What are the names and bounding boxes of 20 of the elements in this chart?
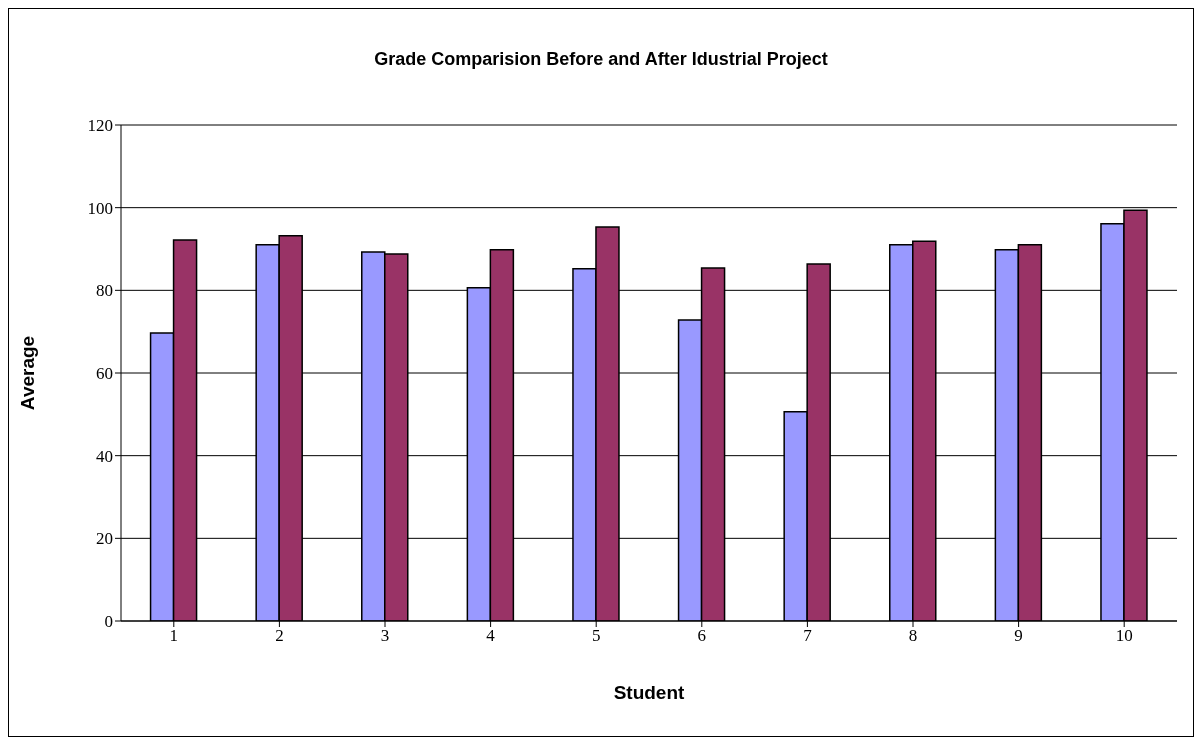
x-tick-label: 6 <box>697 626 707 646</box>
y-tick-label: 100 <box>87 198 113 218</box>
x-tick-label: 3 <box>380 626 390 646</box>
x-tick-label: 4 <box>486 626 496 646</box>
y-tick-label: 40 <box>96 446 113 466</box>
chart-title: Grade Comparision Before and After Idustrial Project <box>373 49 829 70</box>
x-tick-label: 1 <box>169 626 179 646</box>
x-tick-label: 10 <box>1115 626 1133 646</box>
y-tick-label: 120 <box>87 116 113 136</box>
y-tick-label: 60 <box>96 364 113 384</box>
x-axis-title: Student <box>613 682 686 703</box>
x-tick-label: 9 <box>1014 626 1023 646</box>
x-tick-label: 7 <box>803 626 813 646</box>
y-axis-title: Average <box>16 335 38 411</box>
y-tick-label: 20 <box>96 529 113 549</box>
x-tick-label: 5 <box>591 626 601 646</box>
x-tick-label: 8 <box>908 626 918 646</box>
x-tick-label: 2 <box>275 626 284 646</box>
y-tick-label: 0 <box>104 612 113 632</box>
y-tick-label: 80 <box>96 281 113 301</box>
